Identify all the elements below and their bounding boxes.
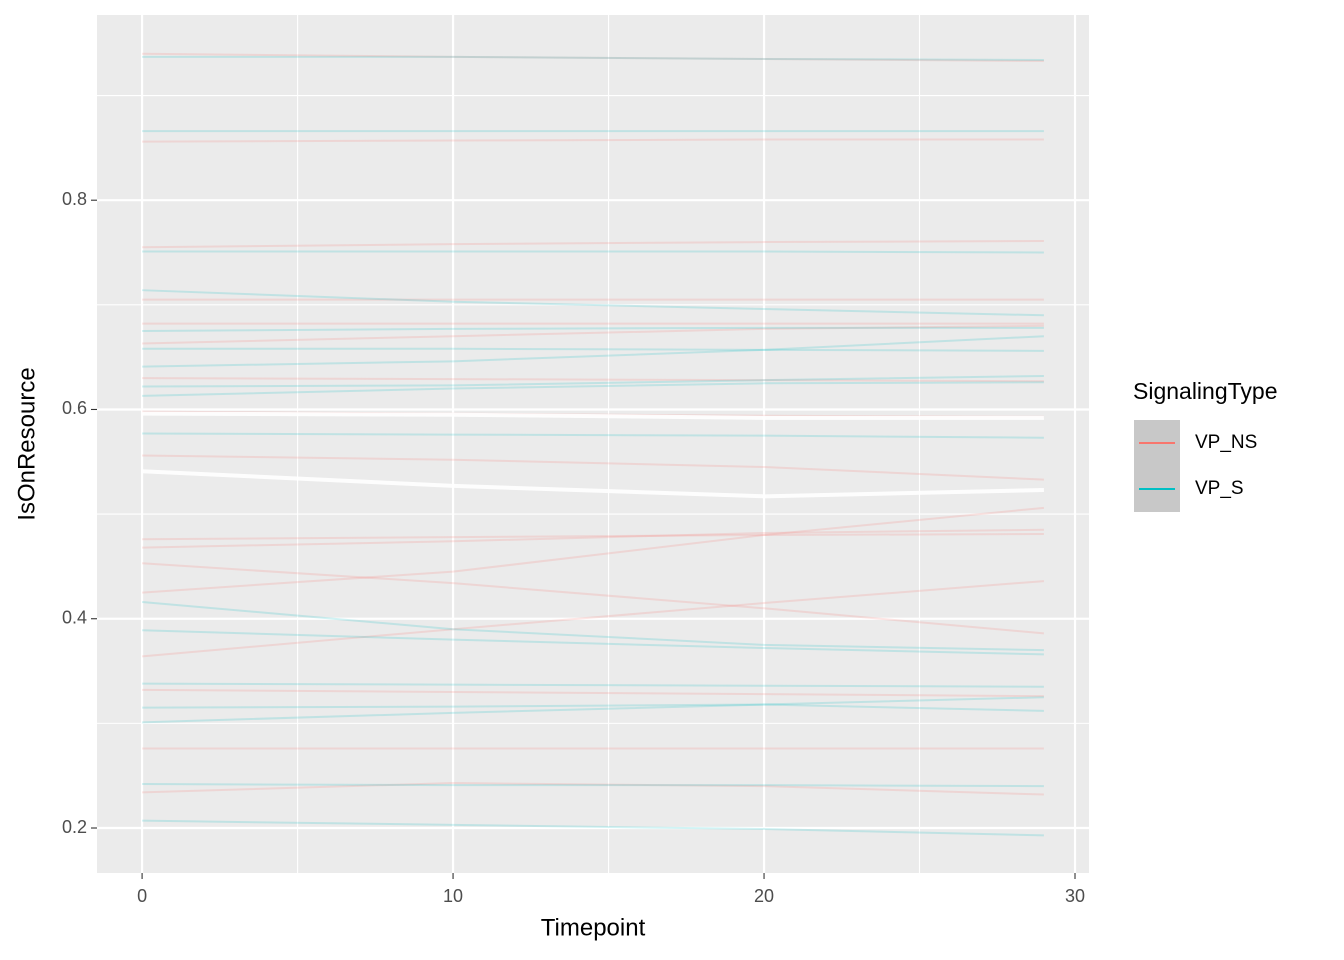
legend-label: VP_NS xyxy=(1195,432,1257,453)
series-line xyxy=(142,52,1044,63)
series-line xyxy=(142,381,1044,397)
series-line xyxy=(142,688,1044,698)
series-line xyxy=(142,326,1044,332)
grid xyxy=(97,15,1089,873)
x-tick-label: 0 xyxy=(137,886,147,906)
series-line xyxy=(142,250,1044,254)
panel xyxy=(97,15,1089,873)
series-line xyxy=(142,696,1044,724)
series-line xyxy=(142,454,1044,481)
x-tick-label: 20 xyxy=(754,886,774,906)
series-line xyxy=(142,601,1044,652)
legend-title: SignalingType xyxy=(1133,378,1278,404)
series-line xyxy=(142,289,1044,317)
x-axis-title: Timepoint xyxy=(541,914,646,941)
mean-line xyxy=(141,469,1044,499)
y-tick-label: 0.2 xyxy=(62,817,87,837)
series-line xyxy=(142,335,1044,368)
series-line xyxy=(142,432,1044,439)
series-line xyxy=(142,783,1044,788)
series-line xyxy=(142,528,1044,549)
series-line xyxy=(142,532,1044,541)
y-tick-label: 0.6 xyxy=(62,398,87,418)
series-line xyxy=(142,324,1044,345)
series-line xyxy=(142,703,1044,712)
legend-key-bg xyxy=(1134,420,1180,512)
series-line xyxy=(142,506,1045,594)
series-line xyxy=(142,240,1044,249)
x-tick-label: 30 xyxy=(1065,886,1085,906)
lines xyxy=(141,52,1045,837)
legend-label: VP_S xyxy=(1195,478,1244,499)
series-line xyxy=(142,782,1044,796)
series-line xyxy=(142,347,1044,352)
x-tick-label: 10 xyxy=(443,886,463,906)
series-line xyxy=(142,682,1044,688)
series-line xyxy=(142,819,1044,837)
series-line xyxy=(142,629,1044,656)
legend: VP_NS VP_S xyxy=(1139,432,1257,499)
series-line xyxy=(142,562,1044,635)
series-line xyxy=(142,55,1044,61)
series-line xyxy=(142,580,1044,658)
mean-line xyxy=(142,411,1044,420)
y-tick-label: 0.8 xyxy=(62,189,87,209)
series-line xyxy=(142,377,1044,383)
series-line xyxy=(142,138,1044,143)
y-axis-title: IsOnResource xyxy=(13,367,40,520)
series-line xyxy=(142,374,1044,388)
y-tick-label: 0.4 xyxy=(62,607,87,627)
